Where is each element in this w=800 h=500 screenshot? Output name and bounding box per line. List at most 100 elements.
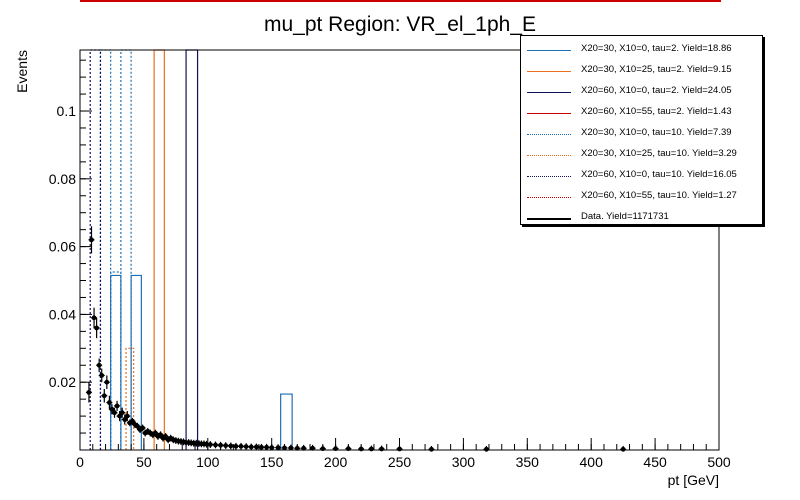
y-axis-label: Events <box>14 50 30 93</box>
data-point-10-marker <box>112 410 117 416</box>
legend-label-7: X20=60, X10=55, tau=10. Yield=1.27 <box>581 190 737 201</box>
signal-4-bin-0 <box>99 49 112 450</box>
data-point-0-marker <box>86 389 92 395</box>
y-tick-label-2: 0.06 <box>49 239 76 255</box>
data-point-52-marker <box>233 443 239 449</box>
data-point-73-marker <box>429 446 434 452</box>
data-point-55 <box>248 443 255 450</box>
data-point-51 <box>227 442 234 450</box>
data-point-3 <box>93 317 100 339</box>
chart-title: mu_pt Region: VR_el_1ph_E <box>264 13 536 36</box>
x-tick-label-7: 350 <box>516 454 540 470</box>
data-point-11 <box>114 400 121 412</box>
data-point-8 <box>106 395 113 410</box>
x-tick-label-8: 400 <box>580 454 604 470</box>
data-point-10 <box>111 407 118 418</box>
x-tick-label-5: 250 <box>388 454 412 470</box>
legend-label-3: X20=60, X10=55, tau=2. Yield=1.43 <box>581 106 732 117</box>
legend-swatch-5 <box>527 155 571 156</box>
data-point-56-marker <box>253 444 259 450</box>
legend-label-2: X20=60, X10=0, tau=2. Yield=24.05 <box>581 85 732 96</box>
legend-entry-8: Data. Yield=1171731 <box>521 208 762 229</box>
legend-label-5: X20=30, X10=25, tau=10. Yield=3.29 <box>581 148 737 159</box>
data-point-62-marker <box>288 445 294 451</box>
data-point-9-marker <box>109 406 115 412</box>
legend-entry-1: X20=30, X10=25, tau=2. Yield=9.15 <box>521 61 762 82</box>
signal-0-bin-2 <box>280 393 293 450</box>
data-point-6 <box>101 388 108 403</box>
data-point-70-marker <box>368 446 374 452</box>
data-point-4-marker <box>96 362 102 368</box>
signal-1-bin-0 <box>153 49 165 450</box>
data-point-19-marker <box>135 423 140 429</box>
data-point-53 <box>238 442 245 450</box>
legend-swatch-4 <box>527 134 571 135</box>
y-tick-label-4: 0.1 <box>57 103 77 119</box>
data-point-62 <box>287 444 294 451</box>
data-point-71 <box>378 445 385 452</box>
data-point-7 <box>103 375 110 389</box>
legend-swatch-0 <box>527 50 571 51</box>
data-point-28 <box>157 431 164 439</box>
legend-swatch-2 <box>527 92 571 93</box>
legend-entry-6: X20=60, X10=0, tau=10. Yield=16.05 <box>521 166 762 187</box>
data-point-17-marker <box>129 418 135 424</box>
data-point-19 <box>134 422 141 430</box>
x-tick-label-6: 300 <box>452 454 476 470</box>
legend-label-6: X20=60, X10=0, tau=10. Yield=16.05 <box>581 169 737 180</box>
data-point-5-marker <box>99 373 105 378</box>
legend-entry-2: X20=60, X10=0, tau=2. Yield=24.05 <box>521 82 762 103</box>
data-point-73 <box>428 445 435 452</box>
data-point-55-marker <box>248 444 254 450</box>
legend-label-4: X20=30, X10=0, tau=10. Yield=7.39 <box>581 127 732 138</box>
data-point-1 <box>88 226 95 254</box>
data-point-47-marker <box>207 442 213 447</box>
data-point-53-marker <box>238 443 244 449</box>
data-point-15 <box>124 411 131 422</box>
data-point-74-marker <box>484 446 489 452</box>
data-point-4 <box>96 358 103 373</box>
data-point-75 <box>620 445 627 452</box>
data-point-57-marker <box>259 444 264 450</box>
legend-swatch-1 <box>527 71 571 72</box>
signal-2-bin-0 <box>185 49 199 450</box>
legend: X20=30, X10=0, tau=2. Yield=18.86 X20=30,… <box>520 35 763 225</box>
legend-label-1: X20=30, X10=25, tau=2. Yield=9.15 <box>581 64 732 75</box>
x-tick-label-4: 200 <box>324 454 348 470</box>
data-point-30-marker <box>163 434 169 439</box>
data-point-13-marker <box>119 410 125 416</box>
data-point-60 <box>275 444 282 451</box>
axes: 0 50 100 150 200 250 300 350 400 450 500 0.02 0.04 0.… <box>49 49 731 470</box>
legend-swatch-3 <box>527 113 571 114</box>
data-point-7-marker <box>104 379 110 385</box>
data-point-52 <box>232 442 239 450</box>
y-tick-label-3: 0.08 <box>49 171 76 187</box>
y-tick-label-1: 0.04 <box>49 306 76 322</box>
data-point-71-marker <box>379 446 385 452</box>
data-point-47 <box>207 441 214 448</box>
legend-swatch-6 <box>527 176 571 177</box>
x-tick-label-3: 150 <box>260 454 284 470</box>
data-point-3-marker <box>94 325 100 331</box>
data-point-0 <box>85 382 92 403</box>
x-tick-label-9: 450 <box>643 454 667 470</box>
data-point-21-marker <box>140 425 146 431</box>
data-point-48 <box>212 441 219 449</box>
signal-0-bin-0 <box>110 274 122 450</box>
data-point-48-marker <box>213 442 218 448</box>
data-point-6-marker <box>101 393 107 399</box>
data-point-8-marker <box>106 400 112 405</box>
signal-0-bin-1 <box>130 274 142 450</box>
legend-label-8: Data. Yield=1171731 <box>581 211 669 222</box>
x-tick-label-2: 100 <box>196 454 220 470</box>
data-point-75-marker <box>620 446 626 452</box>
x-tick-label-0: 0 <box>76 454 84 470</box>
data-point-57 <box>258 443 265 450</box>
data-point-50 <box>222 442 229 449</box>
data-point-58 <box>263 443 270 450</box>
data-point-21 <box>139 424 146 432</box>
x-tick-label-10: 500 <box>707 454 731 470</box>
signal-5-bin-0 <box>125 347 135 450</box>
signal-4-bin-1 <box>110 271 122 450</box>
